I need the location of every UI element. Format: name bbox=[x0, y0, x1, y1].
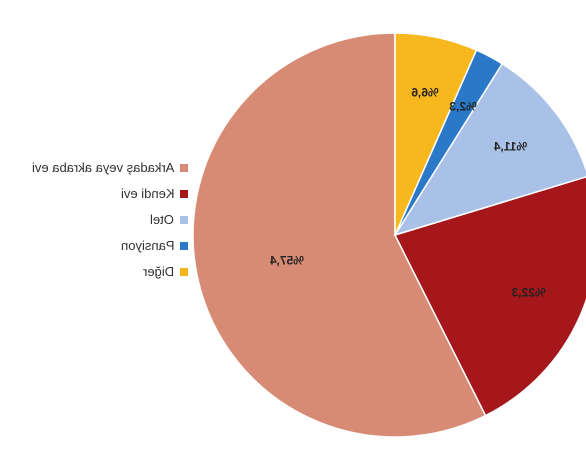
legend-swatch bbox=[180, 190, 188, 198]
legend: Arkadaş veya akraba evi Kendi evi Otel P… bbox=[0, 158, 200, 288]
legend-swatch bbox=[180, 216, 188, 224]
legend-item-diger: Diğer bbox=[0, 262, 200, 282]
pie-slice-diger bbox=[394, 32, 478, 236]
legend-item-kendi-evi: Kendi evi bbox=[0, 184, 200, 204]
data-label: %6,6 bbox=[411, 86, 439, 100]
data-label: %11,4 bbox=[493, 140, 527, 154]
legend-swatch bbox=[180, 164, 188, 172]
data-label: %57,4 bbox=[270, 254, 304, 268]
pie-slice-arkadas-veya-akraba-evi bbox=[192, 32, 487, 438]
legend-swatch bbox=[180, 268, 188, 276]
data-label: %2,3 bbox=[449, 99, 477, 113]
pie-slice-otel bbox=[393, 62, 586, 237]
legend-item-otel: Otel bbox=[0, 210, 200, 230]
legend-label: Arkadaş veya akraba evi bbox=[31, 160, 174, 175]
pie-slice-kendi-evi bbox=[393, 176, 586, 417]
legend-label: Kendi evi bbox=[120, 186, 174, 201]
legend-item-pansiyon: Pansiyon bbox=[0, 236, 200, 256]
data-label: %22,3 bbox=[511, 285, 545, 299]
legend-item-arkadas-veya-akraba-evi: Arkadaş veya akraba evi bbox=[0, 158, 200, 178]
legend-label: Pansiyon bbox=[120, 238, 174, 253]
legend-label: Otel bbox=[150, 212, 174, 227]
legend-swatch bbox=[180, 242, 188, 250]
legend-label: Diğer bbox=[142, 264, 174, 279]
